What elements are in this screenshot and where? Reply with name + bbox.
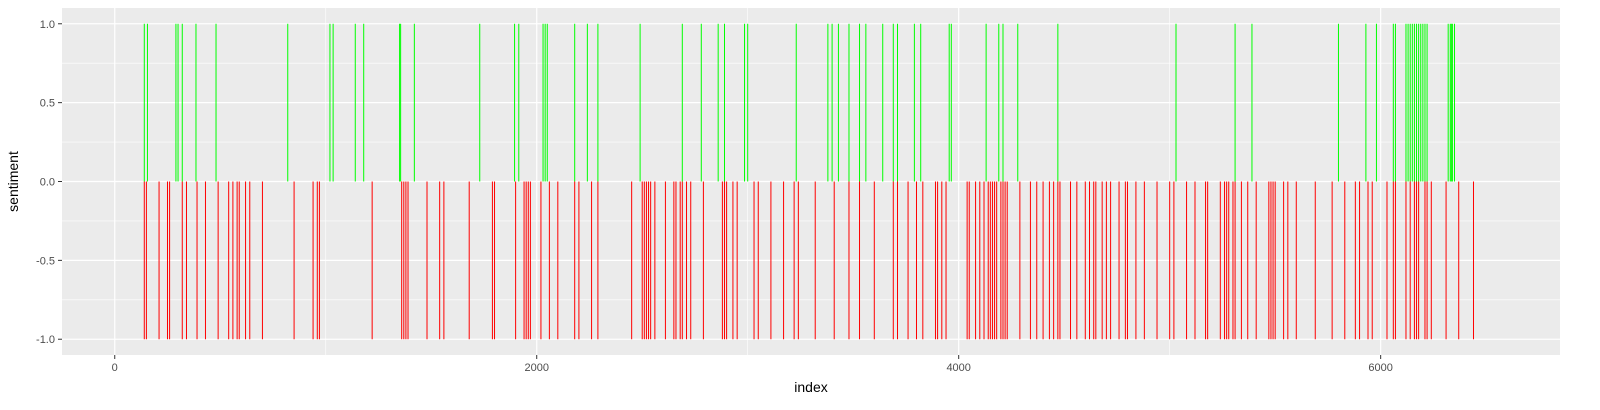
x-tick-label: 0 [112,362,118,374]
y-tick-label: 0.0 [40,177,55,189]
x-tick-label: 2000 [524,362,548,374]
grid-lines [62,8,1560,355]
y-axis-title: sentiment [5,151,21,212]
x-tick-label: 6000 [1368,362,1392,374]
bars [143,23,1474,340]
x-axis-title: index [794,379,827,395]
x-tick-label: 4000 [946,362,970,374]
y-tick-label: -1.0 [36,334,55,346]
y-tick-label: 0.5 [40,98,55,110]
y-tick-label: 1.0 [40,19,55,31]
axes: 0 2000 4000 6000 -1.0 -0.5 0.0 0.5 1.0 [36,19,1393,374]
y-tick-label: -0.5 [36,255,55,267]
